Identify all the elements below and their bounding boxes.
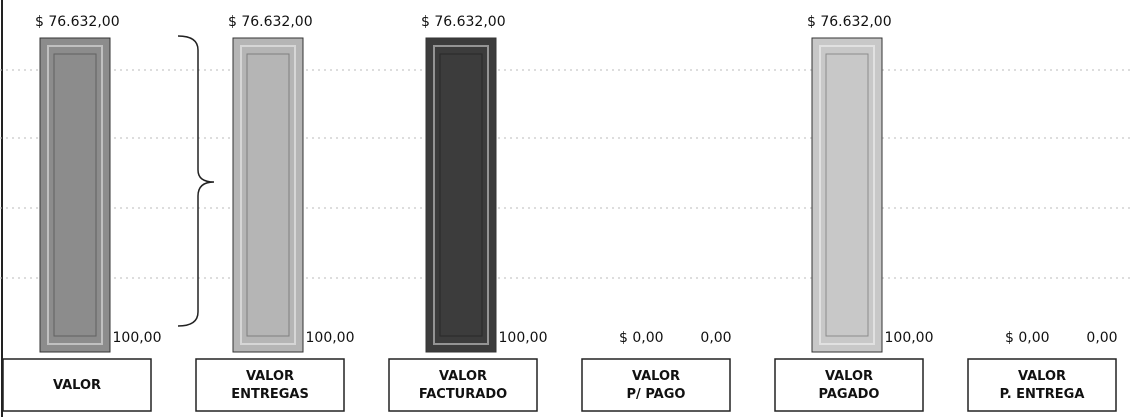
category-line: P. ENTREGA xyxy=(1000,387,1085,402)
category-label: VALOR PAGADO xyxy=(819,369,880,402)
category-box xyxy=(967,358,1117,412)
category-box xyxy=(2,358,152,412)
value-label: $ 76.632,00 xyxy=(35,14,120,30)
percent-label: 100,00 xyxy=(499,330,548,346)
category-line: VALOR xyxy=(246,369,294,384)
percent-label: 100,00 xyxy=(113,330,162,346)
category-line: VALOR xyxy=(825,369,873,384)
bar xyxy=(425,37,497,353)
bar-bevel xyxy=(240,45,296,345)
bar xyxy=(232,37,304,353)
category-box xyxy=(195,358,345,412)
category-label: VALOR xyxy=(53,378,101,393)
category-line: P/ PAGO xyxy=(627,387,686,402)
bar xyxy=(39,37,111,353)
bar-inner xyxy=(439,53,483,337)
percent-label: 100,00 xyxy=(306,330,355,346)
bar-inner xyxy=(825,53,869,337)
category-box xyxy=(581,358,731,412)
category-label: VALOR P/ PAGO xyxy=(627,369,686,402)
bracket xyxy=(177,35,215,327)
category-line: VALOR xyxy=(53,378,101,393)
bar-bevel xyxy=(433,45,489,345)
value-label: $ 0,00 xyxy=(1005,330,1050,346)
category-line: VALOR xyxy=(439,369,487,384)
category-line: PAGADO xyxy=(819,387,880,402)
bar xyxy=(811,37,883,353)
percent-label: 0,00 xyxy=(700,330,731,346)
value-label: $ 0,00 xyxy=(619,330,664,346)
bar-bevel xyxy=(47,45,103,345)
category-label: VALOR P. ENTREGA xyxy=(1000,369,1085,402)
percent-label: 100,00 xyxy=(885,330,934,346)
bar-inner xyxy=(246,53,290,337)
category-box xyxy=(774,358,924,412)
value-label: $ 76.632,00 xyxy=(807,14,892,30)
value-label: $ 76.632,00 xyxy=(421,14,506,30)
category-line: VALOR xyxy=(1018,369,1066,384)
category-box xyxy=(388,358,538,412)
bar-inner xyxy=(53,53,97,337)
bar-bevel xyxy=(819,45,875,345)
category-label: VALOR ENTREGAS xyxy=(231,369,309,402)
category-line: ENTREGAS xyxy=(231,387,309,402)
value-label: $ 76.632,00 xyxy=(228,14,313,30)
percent-label: 0,00 xyxy=(1086,330,1117,346)
category-line: VALOR xyxy=(632,369,680,384)
category-line: FACTURADO xyxy=(419,387,507,402)
category-label: VALOR FACTURADO xyxy=(419,369,507,402)
